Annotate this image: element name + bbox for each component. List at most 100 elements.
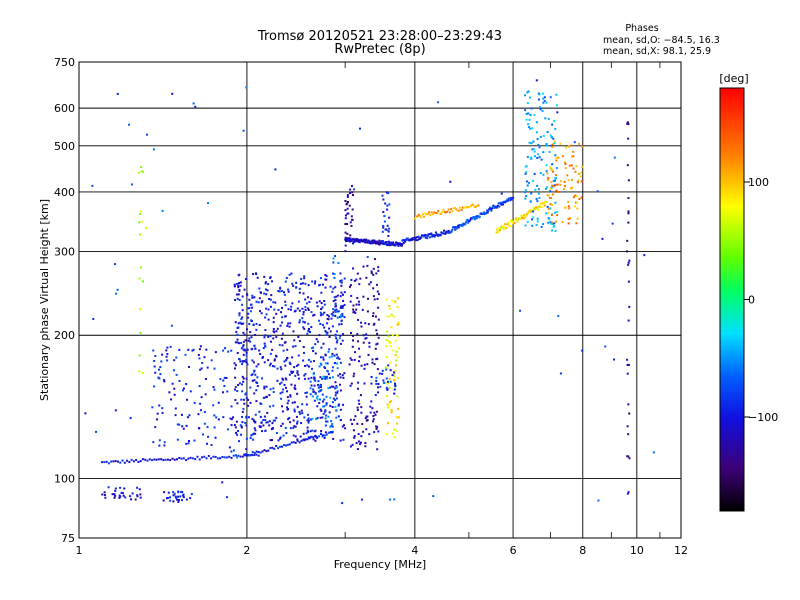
data-point: [375, 440, 378, 443]
data-point: [223, 456, 226, 459]
data-point: [576, 181, 579, 184]
data-point: [227, 350, 230, 353]
data-point: [274, 301, 277, 304]
data-point: [348, 238, 351, 241]
data-point: [301, 282, 304, 285]
data-point: [310, 384, 313, 387]
data-point: [187, 348, 190, 351]
data-point: [551, 145, 554, 148]
data-point: [191, 349, 194, 352]
data-point: [564, 167, 567, 170]
data-point: [321, 434, 324, 437]
data-point: [366, 310, 369, 313]
data-point: [171, 382, 174, 385]
data-point: [233, 283, 236, 286]
data-point: [381, 230, 384, 233]
data-point: [311, 280, 314, 283]
data-point: [545, 164, 548, 167]
data-point: [245, 416, 248, 419]
data-point: [274, 419, 277, 422]
data-point: [463, 206, 466, 209]
data-point: [549, 190, 552, 193]
data-point: [103, 494, 106, 497]
data-point: [189, 390, 192, 393]
data-point: [391, 432, 394, 435]
data-point: [374, 315, 377, 318]
data-point: [554, 154, 557, 157]
data-point: [528, 141, 531, 144]
data-point: [199, 409, 202, 412]
data-point: [318, 384, 321, 387]
data-point: [373, 411, 376, 414]
data-point: [251, 320, 254, 323]
data-point: [426, 237, 429, 240]
data-point: [296, 422, 299, 425]
data-point: [352, 334, 355, 337]
data-point: [308, 301, 311, 304]
data-point: [554, 174, 557, 177]
y-axis-label: Stationary phase Virtual Height [km]: [38, 199, 51, 401]
data-point: [182, 427, 185, 430]
data-point: [283, 360, 286, 363]
data-point: [341, 425, 344, 428]
data-point: [309, 393, 312, 396]
data-point: [217, 401, 220, 404]
data-point: [298, 287, 301, 290]
data-point: [176, 458, 179, 461]
data-point: [399, 242, 402, 245]
data-point: [136, 486, 139, 489]
data-point: [563, 180, 566, 183]
data-point: [157, 458, 160, 461]
data-point: [381, 194, 384, 197]
data-point: [539, 108, 542, 111]
data-point: [626, 492, 629, 495]
data-point: [387, 240, 390, 243]
data-point: [393, 388, 396, 391]
data-point: [287, 418, 290, 421]
data-point: [537, 92, 540, 95]
data-point: [524, 165, 527, 168]
data-point: [441, 211, 444, 214]
data-point: [350, 294, 353, 297]
data-point: [477, 204, 480, 207]
data-point: [246, 307, 249, 310]
data-point: [437, 209, 440, 212]
data-point: [339, 389, 342, 392]
data-point: [457, 224, 460, 227]
data-point: [464, 206, 467, 209]
data-point: [457, 226, 460, 229]
data-point: [556, 183, 559, 186]
data-point: [564, 184, 567, 187]
data-point: [235, 420, 238, 423]
data-point: [221, 455, 224, 458]
data-point: [170, 398, 173, 401]
data-point: [548, 150, 551, 153]
data-point: [249, 401, 252, 404]
data-point: [357, 440, 360, 443]
data-point: [136, 494, 139, 497]
data-point: [524, 172, 527, 175]
data-point: [331, 352, 334, 355]
y-tick-label: 500: [54, 140, 75, 153]
data-point: [372, 273, 375, 276]
data-point: [531, 224, 534, 227]
data-point: [378, 243, 381, 246]
data-point: [324, 424, 327, 427]
data-point: [234, 298, 237, 301]
data-point: [342, 438, 345, 441]
data-point: [349, 192, 352, 195]
data-point: [296, 370, 299, 373]
data-point: [555, 167, 558, 170]
data-point: [400, 244, 403, 247]
data-point: [500, 203, 503, 206]
data-point: [237, 274, 240, 277]
data-point: [234, 376, 237, 379]
data-point: [316, 340, 319, 343]
data-point: [334, 310, 337, 313]
data-point: [551, 170, 554, 173]
data-point: [280, 424, 283, 427]
data-point: [315, 301, 318, 304]
data-point: [542, 134, 545, 137]
data-point: [335, 362, 338, 365]
data-point: [104, 496, 107, 499]
